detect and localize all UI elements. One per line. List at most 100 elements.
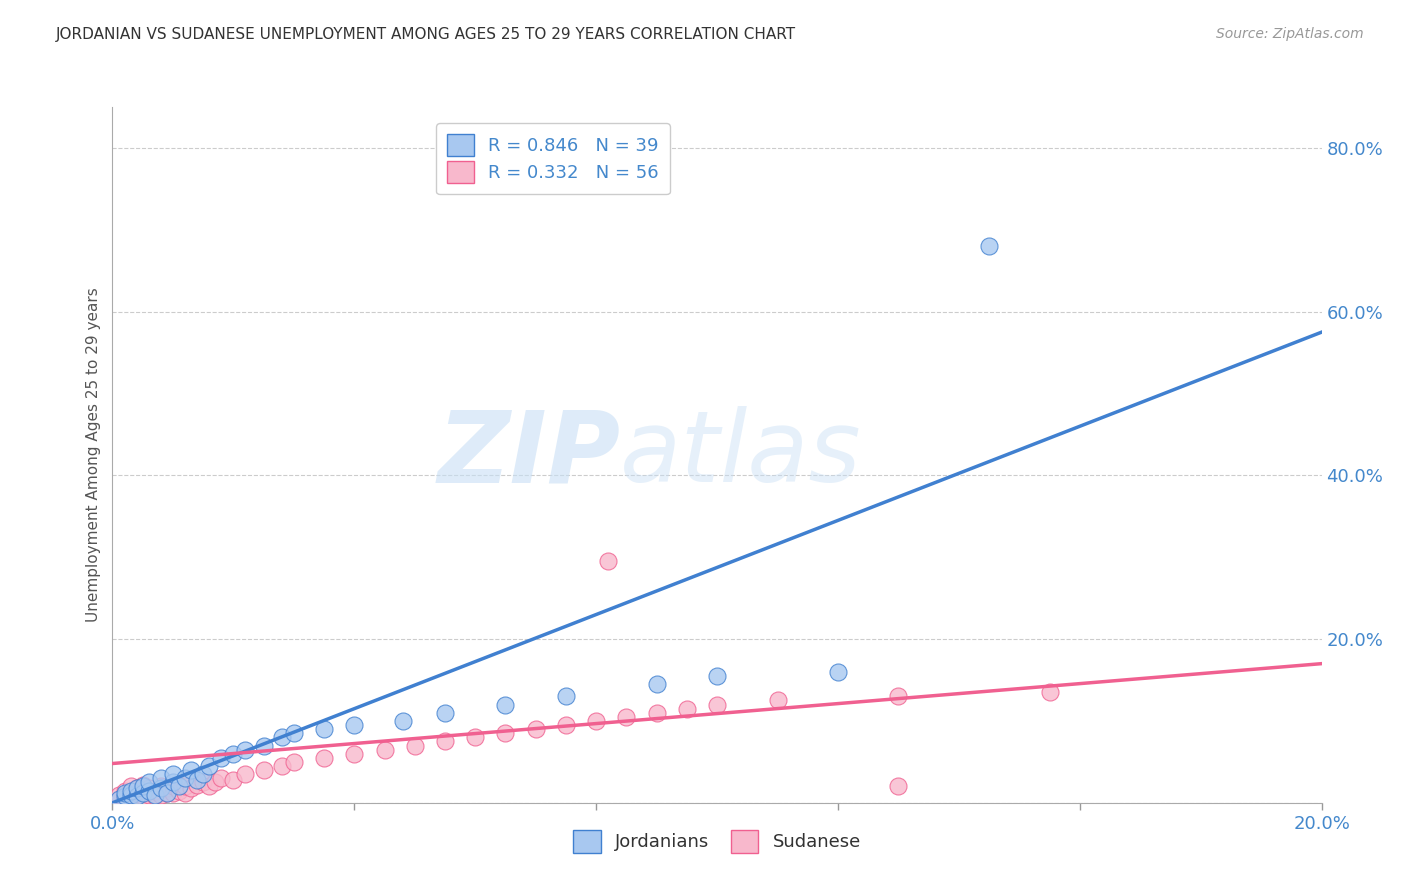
Point <box>162 767 184 781</box>
Y-axis label: Unemployment Among Ages 25 to 29 years: Unemployment Among Ages 25 to 29 years <box>86 287 101 623</box>
Point <box>114 789 136 804</box>
Point <box>120 788 142 802</box>
Point <box>253 739 276 753</box>
Point <box>235 767 257 781</box>
Point <box>180 780 202 795</box>
Point <box>314 722 336 736</box>
Point <box>138 783 160 797</box>
Point <box>125 786 148 800</box>
Point <box>585 714 607 728</box>
Point <box>120 788 142 802</box>
Point <box>766 693 789 707</box>
Point <box>343 718 366 732</box>
Point <box>554 690 576 704</box>
Point <box>209 771 232 785</box>
Point <box>554 718 576 732</box>
Point <box>167 780 190 794</box>
Point <box>433 706 456 720</box>
Point <box>138 780 160 795</box>
Point <box>433 734 456 748</box>
Point <box>174 786 197 800</box>
Point <box>495 726 517 740</box>
Point <box>149 788 172 802</box>
Point <box>114 783 136 797</box>
Point <box>149 780 172 795</box>
Point <box>120 783 142 797</box>
Point <box>191 775 214 789</box>
Point <box>464 731 486 745</box>
Text: JORDANIAN VS SUDANESE UNEMPLOYMENT AMONG AGES 25 TO 29 YEARS CORRELATION CHART: JORDANIAN VS SUDANESE UNEMPLOYMENT AMONG… <box>56 27 796 42</box>
Point <box>186 772 208 787</box>
Legend: Jordanians, Sudanese: Jordanians, Sudanese <box>562 820 872 863</box>
Point <box>156 780 179 795</box>
Point <box>191 767 214 781</box>
Point <box>174 771 197 785</box>
Point <box>198 759 221 773</box>
Point <box>645 677 668 691</box>
Point <box>132 783 155 797</box>
Point <box>174 780 197 794</box>
Point <box>162 775 184 789</box>
Point <box>1038 685 1062 699</box>
Point <box>162 786 184 800</box>
Point <box>283 726 305 740</box>
Point <box>186 778 208 792</box>
Point <box>524 722 547 736</box>
Point <box>235 742 257 756</box>
Point <box>314 751 336 765</box>
Point <box>132 786 155 800</box>
Point <box>180 763 202 777</box>
Point <box>167 783 190 797</box>
Point <box>283 755 305 769</box>
Point <box>107 791 129 805</box>
Point <box>107 788 129 802</box>
Point <box>706 698 728 712</box>
Point <box>156 786 179 800</box>
Point <box>167 778 190 792</box>
Point <box>887 690 910 704</box>
Point <box>204 775 226 789</box>
Point <box>887 780 910 794</box>
Point <box>107 791 129 805</box>
Point <box>222 747 245 761</box>
Point <box>138 775 160 789</box>
Point <box>391 714 413 728</box>
Point <box>125 789 148 804</box>
Point <box>149 780 172 794</box>
Point <box>132 789 155 804</box>
Point <box>706 669 728 683</box>
Point <box>270 731 292 745</box>
Point <box>675 701 697 715</box>
Point <box>143 783 166 797</box>
Point <box>977 239 1000 253</box>
Point <box>222 772 245 787</box>
Point <box>343 747 366 761</box>
Point <box>198 780 221 794</box>
Point <box>374 742 396 756</box>
Point <box>495 698 517 712</box>
Point <box>162 780 184 794</box>
Point <box>143 788 166 802</box>
Point <box>114 789 136 804</box>
Point <box>132 778 155 792</box>
Point <box>404 739 426 753</box>
Point <box>209 751 232 765</box>
Point <box>616 710 638 724</box>
Point <box>598 554 620 568</box>
Point <box>645 706 668 720</box>
Point <box>125 780 148 795</box>
Point <box>132 780 155 794</box>
Point <box>253 763 276 777</box>
Text: ZIP: ZIP <box>437 407 620 503</box>
Text: Source: ZipAtlas.com: Source: ZipAtlas.com <box>1216 27 1364 41</box>
Text: atlas: atlas <box>620 407 862 503</box>
Point <box>143 789 166 804</box>
Point <box>125 780 148 795</box>
Point <box>827 665 849 679</box>
Point <box>138 788 160 802</box>
Point <box>120 780 142 794</box>
Point <box>149 771 172 785</box>
Point <box>156 786 179 800</box>
Point <box>120 783 142 797</box>
Point <box>114 786 136 800</box>
